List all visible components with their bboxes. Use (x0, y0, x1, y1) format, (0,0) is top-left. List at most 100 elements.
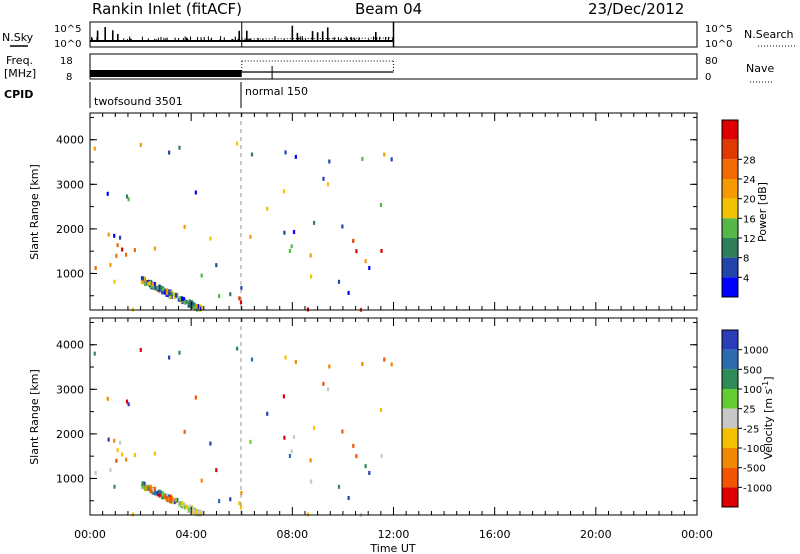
echo-cell (141, 481, 145, 486)
cpid-label: CPID (4, 88, 33, 101)
echo-cell (199, 509, 202, 514)
echo-cell (282, 394, 285, 399)
echo-cell (379, 408, 383, 413)
echo-cell (355, 454, 358, 459)
echo-cell (121, 247, 124, 252)
echo-cell (292, 230, 296, 235)
echo-cell (364, 259, 367, 264)
echo-cell (113, 484, 116, 489)
echo-cell (178, 145, 181, 150)
station-title: Rankin Inlet (fitACF) (92, 0, 242, 18)
echo-cell (284, 150, 287, 155)
echo-cell (229, 497, 232, 502)
power-y-ticks: 1000 2000 3000 4000 (56, 116, 697, 297)
echo-cell (113, 233, 116, 238)
y-tick-label: 1000 (56, 267, 84, 280)
echo-cell (390, 362, 393, 367)
power-y-label: Slant Range [km] (28, 164, 41, 260)
echo-cell (288, 248, 292, 253)
echo-cell (383, 357, 386, 362)
noise-left-tick-bottom: 10^0 (54, 39, 81, 50)
y-tick-label: 2000 (56, 428, 84, 441)
echo-cell (235, 346, 239, 351)
echo-cell (355, 249, 358, 254)
velocity-background (90, 318, 697, 515)
echo-cell (182, 297, 186, 302)
echo-cell (148, 281, 151, 286)
time-tick-label: 12:00 (378, 528, 410, 541)
echo-cell (171, 291, 174, 296)
echo-cell (106, 191, 109, 196)
colorbar-tick-label: -500 (743, 464, 766, 475)
colorbar-tick-label: 8 (743, 254, 749, 265)
echo-cell (162, 492, 165, 497)
echo-cell (200, 273, 203, 278)
echo-cell (168, 355, 171, 360)
echo-cell (153, 281, 156, 286)
echo-cell (171, 496, 174, 501)
colorbar-swatch (722, 257, 738, 278)
echo-cell (361, 156, 364, 161)
echo-cell (154, 285, 157, 290)
time-tick-label: 04:00 (175, 528, 207, 541)
colorbar-frame (721, 119, 739, 298)
echo-cell (127, 197, 130, 202)
echo-cell (240, 491, 243, 496)
echo-cell (109, 262, 112, 267)
echo-cell (118, 235, 122, 240)
echo-cell (282, 189, 285, 194)
echo-cell (379, 203, 383, 208)
echo-cell (309, 479, 313, 484)
y-tick-label: 3000 (56, 178, 84, 191)
echo-cell (187, 301, 191, 306)
velocity-colorbar-title: Velocity [m s-1] (761, 376, 775, 459)
echo-cell (215, 263, 218, 268)
echo-cell (127, 402, 130, 407)
cpid-entry-1: twofsound 3501 (94, 95, 183, 108)
echo-cell (201, 306, 204, 311)
echo-cell (107, 232, 110, 237)
echo-cell (364, 464, 367, 469)
time-tick-label: 20:00 (580, 528, 612, 541)
colorbar-swatch (722, 179, 738, 199)
echo-cell (124, 252, 128, 257)
echo-cell (341, 224, 344, 229)
velocity-panel: 1000 2000 3000 4000 Slant Range [km] 1000 50… (28, 317, 775, 517)
echo-cell (283, 435, 286, 440)
echo-cell (178, 296, 181, 301)
echo-cell (116, 243, 119, 248)
echo-cell (188, 299, 191, 304)
echo-cell (380, 453, 383, 458)
echo-cell (240, 286, 243, 291)
echo-cell (183, 429, 186, 434)
echo-cell (183, 505, 187, 510)
echo-cell (168, 293, 172, 298)
y-tick-label: 4000 (56, 134, 84, 147)
velocity-echoes (93, 346, 393, 517)
echo-cell (309, 458, 312, 463)
echo-cell (125, 399, 129, 404)
noise-right-label: N.Search (744, 28, 794, 41)
colorbar-swatch (722, 120, 738, 140)
colorbar-swatch (722, 238, 738, 258)
echo-cell (250, 357, 254, 362)
echo-cell (249, 234, 252, 239)
echo-cell (141, 276, 145, 281)
echo-cell (153, 451, 156, 456)
beam-label: Beam 04 (355, 0, 422, 18)
echo-cell (139, 347, 142, 352)
time-tick-label: 00:00 (74, 528, 106, 541)
echo-cell (250, 152, 254, 157)
echo-cell (139, 142, 142, 147)
echo-cell (154, 490, 157, 495)
colorbar-swatch (722, 139, 738, 160)
echo-cell (290, 449, 293, 454)
echo-cell (249, 439, 252, 444)
echo-cell (94, 266, 97, 271)
time-axis: 00:00 04:00 08:00 12:00 16:00 20:00 00:00 (74, 113, 713, 541)
time-tick-label: 08:00 (276, 528, 308, 541)
echo-cell (266, 206, 269, 211)
echo-cell (337, 279, 341, 284)
echo-cell (192, 304, 196, 309)
